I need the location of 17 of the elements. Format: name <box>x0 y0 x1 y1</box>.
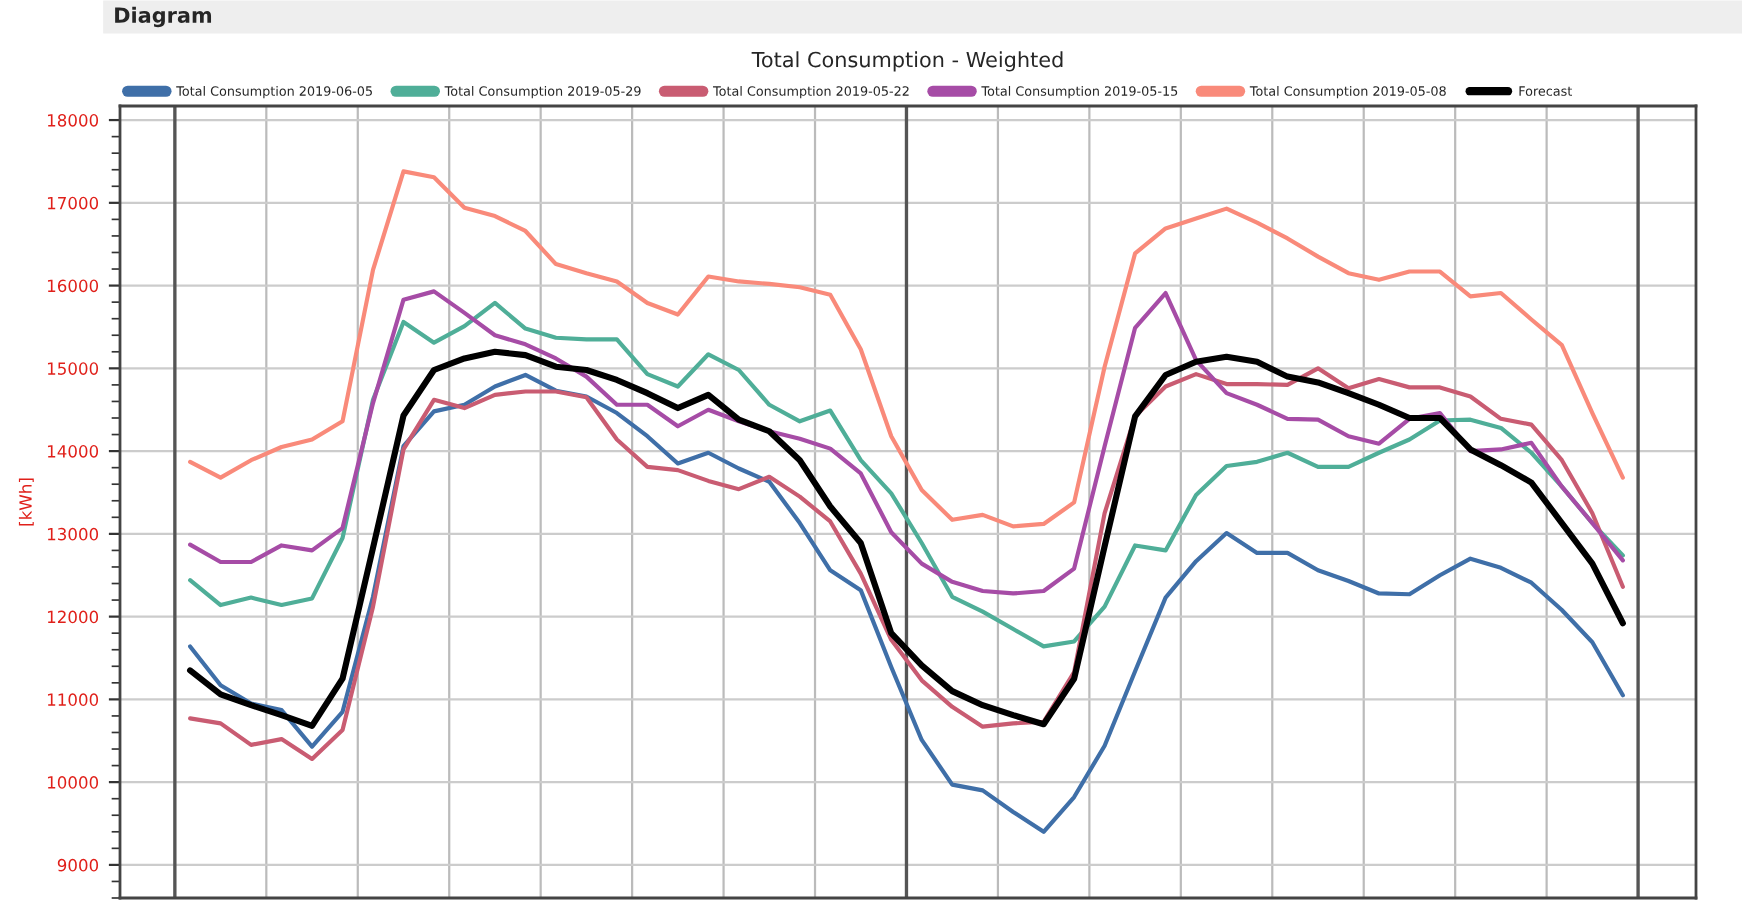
y-tick-label: 15000 <box>47 362 99 375</box>
line-series <box>188 300 1625 649</box>
line-series <box>188 289 1625 596</box>
line-series <box>188 372 1625 834</box>
y-tick-label: 14000 <box>47 445 99 458</box>
line-series <box>188 169 1625 529</box>
y-tick-label: 13000 <box>47 527 99 541</box>
y-tick-label: 18000 <box>47 114 99 127</box>
text: Diagram <box>115 6 212 28</box>
chart-title: Total Consumption - Weighted <box>751 51 1063 72</box>
y-tick-label: 10000 <box>47 776 99 789</box>
y-tick-label: 9000 <box>57 858 99 872</box>
y-tick-label: 11000 <box>47 693 99 706</box>
y-tick-label: 12000 <box>47 610 99 624</box>
y-tick-label: 16000 <box>47 279 99 293</box>
y-tick-label: 17000 <box>47 196 99 210</box>
y-axis-title: [kWh] <box>18 478 34 526</box>
